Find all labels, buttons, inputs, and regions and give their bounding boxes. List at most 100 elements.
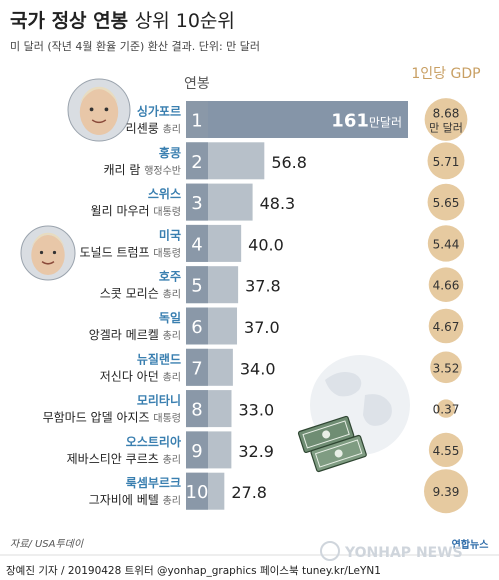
- value-label: 37.8: [245, 277, 281, 296]
- leader-label: 제바스티안 쿠르츠 총리: [67, 452, 181, 466]
- value-label: 34.0: [240, 359, 276, 378]
- country-label: 미국: [159, 227, 181, 242]
- gdp-circle: [428, 308, 464, 344]
- country-label: 오스트리아: [126, 434, 181, 449]
- rank-box: [186, 431, 208, 469]
- portrait-singapore-leader: [67, 78, 131, 142]
- value-unit: 만달러: [369, 116, 402, 130]
- leader-title: 총리: [163, 495, 181, 507]
- portrait-us-leader-hair: [31, 232, 65, 248]
- gdp-label: 9.39: [433, 485, 460, 499]
- gdp-unit: 만 달러: [429, 122, 463, 135]
- rank-number: 6: [191, 317, 202, 338]
- gdp-label: 8.68: [433, 107, 460, 121]
- source-note: 자료/ USA투데이: [10, 538, 84, 550]
- portrait-us-leader-skin: [31, 235, 65, 275]
- logo-watermark: YONHAP NEWS: [344, 545, 463, 561]
- leader-label: 그자비에 베텔 총리: [89, 493, 181, 507]
- gdp-label: 5.71: [433, 155, 460, 169]
- portrait-us-leader-mouth: [41, 261, 55, 265]
- country-label: 스위스: [148, 187, 181, 201]
- leader-title: 총리: [163, 124, 181, 136]
- rank-number: 10: [186, 482, 209, 503]
- country-label: 모리타니: [137, 393, 181, 408]
- rank-box: [186, 224, 208, 262]
- country-label: 독일: [159, 311, 181, 325]
- portrait-singapore-leader-eye-right: [104, 107, 109, 112]
- leader-label: 리셴룽 총리: [126, 122, 181, 136]
- leader-title: 대통령: [153, 413, 181, 425]
- gdp-label: 0.37: [433, 403, 460, 417]
- portrait-singapore-leader-eye-left: [89, 107, 94, 112]
- leader-label: 캐리 람 행정수반: [103, 163, 181, 177]
- logo-korean: 연합뉴스: [452, 538, 489, 551]
- salary-bar: [186, 101, 408, 138]
- salary-column-label: 연봉: [184, 76, 210, 92]
- gdp-label: 3.52: [433, 361, 460, 375]
- rank-number: 1: [191, 111, 202, 132]
- gdp-column-label: 1인당 GDP: [411, 66, 480, 82]
- leader-title: 행정수반: [144, 165, 181, 177]
- rank-number: 7: [191, 358, 202, 379]
- leader-label: 저신다 아던 총리: [100, 369, 181, 383]
- rank-box: [186, 101, 208, 138]
- country-label: 싱가포르: [137, 104, 181, 119]
- rank-number: 5: [191, 276, 202, 297]
- gdp-circle: [424, 98, 468, 141]
- leader-title: 총리: [163, 454, 181, 466]
- leader-title: 대통령: [153, 247, 181, 259]
- portrait-singapore-leader-mouth: [91, 119, 107, 124]
- value-label: 37.0: [244, 318, 280, 337]
- gdp-circle: [427, 142, 465, 180]
- value-label: 27.8: [231, 483, 267, 502]
- leader-label: 도널드 트럼프 대통령: [80, 245, 181, 259]
- gdp-label: 4.55: [433, 444, 460, 458]
- gdp-circle: [424, 469, 468, 514]
- gdp-circle: [428, 432, 464, 468]
- rank-box: [186, 307, 208, 345]
- portrait-us-leader-eye-left: [39, 250, 44, 255]
- gdp-circle: [427, 183, 465, 221]
- gdp-circle: [436, 399, 456, 418]
- country-label: 뉴질랜드: [137, 351, 181, 366]
- rank-number: 2: [191, 152, 202, 173]
- page-title: 국가 정상 연봉 상위 10순위: [10, 10, 235, 32]
- gdp-label: 4.66: [433, 279, 460, 293]
- value-label: 33.0: [239, 401, 275, 420]
- rank-box: [186, 183, 208, 221]
- value-label: 56.8: [271, 153, 307, 172]
- country-label: 룩셈부르크: [126, 475, 181, 490]
- leader-label: 무함마드 압델 아지즈 대통령: [43, 411, 181, 425]
- gdp-circle: [427, 225, 465, 262]
- subtitle: 미 달러 (작년 4월 환율 기준) 환산 결과. 단위: 만 달러: [10, 40, 260, 53]
- credit-line: 장예진 기자 / 20190428 트위터 @yonhap_graphics 페…: [6, 564, 381, 577]
- rank-number: 8: [191, 400, 202, 421]
- gdp-circle: [428, 267, 464, 302]
- leader-label: 윌리 마우러 대통령: [91, 204, 181, 218]
- rank-box: [186, 348, 208, 386]
- country-label: 호주: [159, 270, 181, 284]
- leader-label: 앙겔라 메르켈 총리: [89, 328, 181, 342]
- leader-title: 총리: [163, 330, 181, 342]
- leader-title: 대통령: [153, 206, 181, 218]
- leader-label: 스콧 모리슨 총리: [100, 287, 181, 301]
- portrait-singapore-leader-skin: [79, 89, 119, 135]
- country-label: 홍콩: [159, 145, 181, 160]
- rank-number: 9: [191, 441, 202, 462]
- value-label: 32.9: [238, 442, 274, 461]
- gdp-label: 5.44: [433, 237, 460, 251]
- value-label: 48.3: [260, 194, 296, 213]
- value-label: 161만달러: [331, 111, 402, 132]
- rank-box: [186, 142, 208, 180]
- gdp-label: 4.67: [433, 320, 460, 334]
- page-title-sub: 상위 10순위: [135, 10, 235, 32]
- gdp-label: 5.65: [433, 196, 460, 210]
